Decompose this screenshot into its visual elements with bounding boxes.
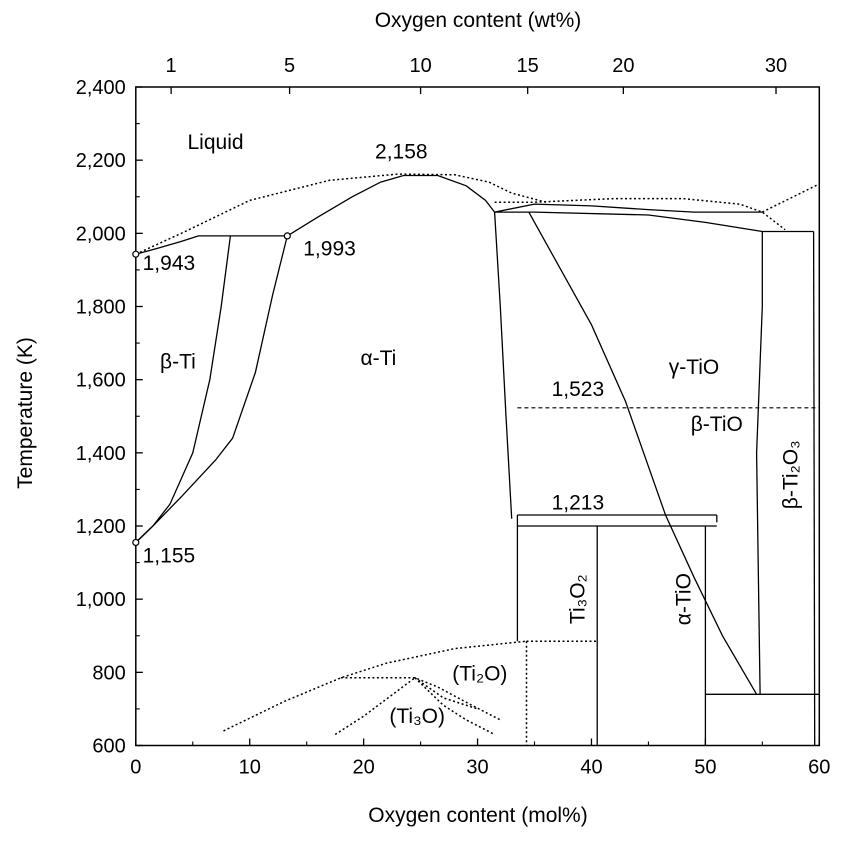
metastable-dotted-line bbox=[414, 677, 495, 736]
metastable-dotted-line bbox=[414, 677, 478, 710]
phase-label-text: β-TiO bbox=[691, 413, 743, 436]
y-tick-label: 1,000 bbox=[76, 589, 126, 611]
phase-label-text: Ti₃O₂ bbox=[567, 574, 590, 624]
x-tick-label: 20 bbox=[353, 757, 375, 779]
phase-label-text: (Ti₃O) bbox=[389, 705, 445, 728]
phase-label-text: γ-TiO bbox=[669, 356, 720, 379]
y-tick-label: 1,800 bbox=[76, 297, 126, 319]
top-axis-title-text: Oxygen content (wt%) bbox=[375, 9, 582, 32]
y-axis-title: Temperature (K) bbox=[14, 337, 37, 489]
phase-boundary-line bbox=[494, 203, 763, 213]
y-tick-label: 1,200 bbox=[76, 516, 126, 538]
temperature-annotation: 1,155 bbox=[143, 545, 196, 568]
x-tick-label: 60 bbox=[808, 757, 830, 779]
axis-ticks: 0 10 20 30 40 50 60 600 800 1,000 1,200 1,400 1,600 1… bbox=[76, 55, 831, 779]
x-axis-title: Oxygen content (mol%) bbox=[368, 804, 587, 827]
y-tick-label: 1,400 bbox=[76, 443, 126, 465]
phase-boundary-line bbox=[812, 231, 816, 746]
temperature-annotation: 2,158 bbox=[375, 141, 428, 164]
phase-boundary-line bbox=[494, 211, 814, 233]
metastable-dotted-line bbox=[761, 183, 820, 213]
phase-label-text: α-TiO bbox=[673, 573, 696, 625]
x-tick-label: 50 bbox=[694, 757, 716, 779]
metastable-dotted-line bbox=[334, 677, 416, 736]
phase-label-text: (Ti₂O) bbox=[452, 662, 507, 685]
top-tick-label: 20 bbox=[612, 55, 634, 77]
temperature-annotation: 1,943 bbox=[143, 252, 196, 275]
temperature-annotation: 1,993 bbox=[303, 237, 356, 260]
top-tick-label: 5 bbox=[284, 55, 295, 77]
phase-boundaries bbox=[132, 173, 820, 746]
special-point-marker bbox=[132, 250, 140, 258]
y-tick-label: 2,000 bbox=[76, 223, 126, 245]
top-tick-label: 30 bbox=[765, 55, 787, 77]
special-point-marker bbox=[283, 232, 291, 240]
phase-labels: Liquid β-Ti α-Ti γ-TiO β-TiO β-Ti₂O₃ Ti₃O₂ α-Ti… bbox=[143, 131, 803, 728]
x-tick-label: 30 bbox=[466, 757, 488, 779]
phase-boundary-line bbox=[528, 211, 758, 695]
top-tick-label: 1 bbox=[166, 55, 177, 77]
metastable-dotted-line bbox=[223, 640, 527, 732]
top-tick-label: 10 bbox=[409, 55, 431, 77]
phase-label-text: α-Ti bbox=[361, 347, 397, 370]
temperature-annotation: 1,523 bbox=[552, 378, 605, 401]
y-tick-label: 600 bbox=[92, 736, 125, 758]
phase-boundary-line bbox=[755, 231, 763, 695]
top-axis-title: Oxygen content (wt%) bbox=[375, 9, 582, 32]
phase-boundary-line bbox=[135, 235, 232, 543]
y-tick-label: 2,400 bbox=[76, 77, 126, 99]
phase-label-text: β-Ti₂O₃ bbox=[780, 440, 803, 509]
y-tick-label: 800 bbox=[92, 662, 125, 684]
y-tick-label: 1,600 bbox=[76, 370, 126, 392]
x-tick-label: 40 bbox=[580, 757, 602, 779]
y-tick-label: 2,200 bbox=[76, 150, 126, 172]
phase-label-text: Liquid bbox=[188, 131, 244, 154]
phase-boundary-line bbox=[493, 212, 513, 519]
phase-boundary-line bbox=[135, 235, 231, 255]
phase-boundary-line bbox=[286, 174, 496, 237]
top-tick-label: 15 bbox=[517, 55, 539, 77]
phase-label-text: β-Ti bbox=[160, 351, 196, 374]
phase-boundary-line bbox=[135, 235, 288, 543]
special-point-marker bbox=[132, 538, 140, 547]
temperature-annotation: 1,213 bbox=[552, 492, 605, 515]
x-tick-label: 10 bbox=[239, 757, 261, 779]
x-tick-label: 0 bbox=[130, 757, 141, 779]
